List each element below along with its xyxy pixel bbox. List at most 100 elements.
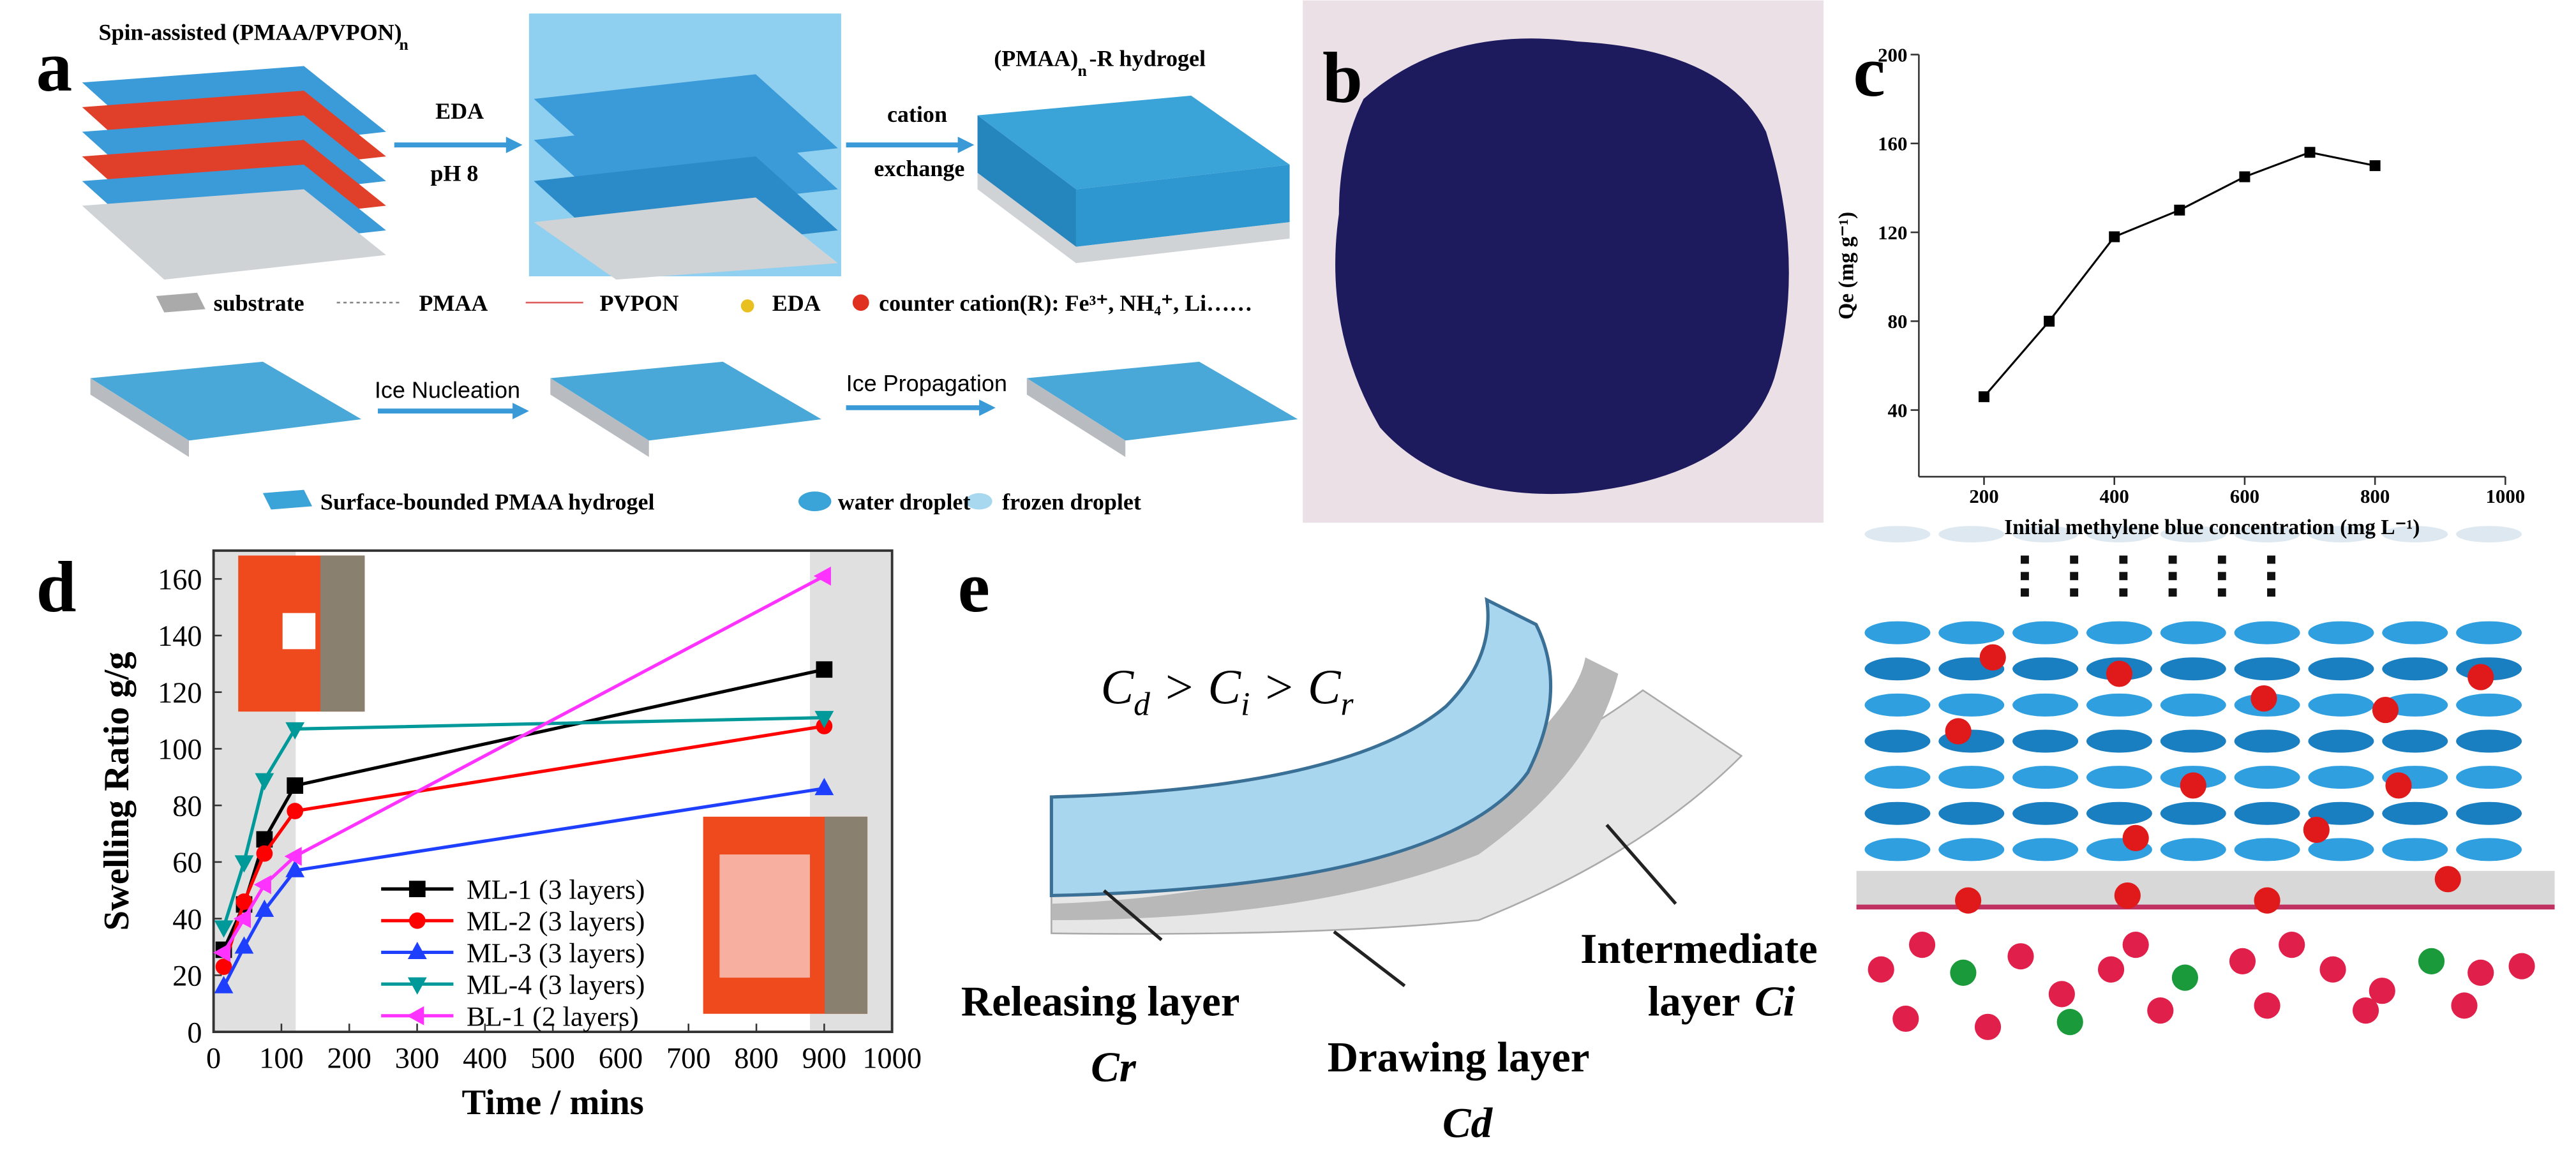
slab: [1026, 361, 1298, 441]
dot: [2168, 555, 2177, 564]
legend-marker: [407, 941, 427, 960]
molecule: [2308, 621, 2374, 644]
y-tick-label: 200: [1878, 43, 1907, 66]
step-label: exchange: [874, 156, 964, 181]
dot: [2168, 588, 2177, 597]
molecule: [2012, 621, 2079, 644]
substrate: [82, 189, 386, 280]
molecule: [2086, 526, 2152, 543]
y-axis-title: Swelling Ratio g/g: [97, 652, 137, 930]
ion: [2508, 953, 2535, 980]
molecule: [2234, 657, 2300, 681]
dot: [2168, 572, 2177, 581]
panel-a-graphics: [82, 13, 1298, 512]
molecule: [2382, 838, 2448, 861]
ion: [1892, 1005, 1919, 1032]
step-label: EDA: [435, 98, 484, 124]
molecule: [2086, 621, 2152, 644]
molecule: [2160, 801, 2226, 825]
x-tick-label: 1000: [2485, 485, 2525, 507]
x-tick-label: 100: [259, 1043, 304, 1075]
layer-label: Drawing layer: [1328, 1034, 1590, 1081]
ion: [2254, 992, 2280, 1019]
x-tick-label: 0: [206, 1043, 221, 1075]
legend-text: frozen droplet: [1002, 489, 1141, 515]
arrowhead: [979, 399, 996, 416]
dot: [2267, 555, 2275, 564]
substrate: [550, 378, 649, 458]
y-tick-label: 80: [1888, 310, 1908, 332]
x-tick-label: 600: [2230, 485, 2259, 507]
layer-symbol: Cd: [1442, 1099, 1494, 1147]
ion: [2279, 932, 2305, 958]
molecule: [1938, 838, 2005, 861]
ion: [1908, 932, 1936, 958]
panel-label: e: [958, 547, 990, 627]
y-tick-label: 120: [158, 677, 202, 710]
marker: [287, 803, 304, 819]
molecule: [2234, 526, 2300, 543]
molecular-diagram: [1856, 526, 2555, 1040]
molecule: [2160, 526, 2226, 543]
dot: [2267, 572, 2275, 581]
ion: [2467, 959, 2494, 986]
slab: [1075, 164, 1290, 247]
marker: [215, 958, 232, 975]
y-tick-label: 160: [158, 563, 202, 596]
y-tick-label: 140: [158, 620, 202, 653]
marker: [816, 661, 833, 678]
marker: [2109, 231, 2120, 242]
molecule: [2456, 766, 2522, 789]
y-tick-label: 160: [1878, 133, 1907, 155]
arrowhead: [513, 403, 529, 419]
molecule: [2456, 838, 2522, 861]
dot: [2217, 555, 2226, 564]
y-tick-label: 40: [1888, 399, 1908, 421]
x-axis-title: Time / mins: [462, 1083, 644, 1122]
dot: [2070, 555, 2079, 564]
step-label: cation: [887, 101, 947, 127]
ion: [2352, 997, 2379, 1024]
dot: [2119, 588, 2128, 597]
x-tick-label: 800: [734, 1043, 778, 1075]
formula-part: r: [1341, 686, 1354, 722]
legend-label: BL-1 (2 layers): [467, 1001, 639, 1032]
layer-symbol: Cr: [1091, 1043, 1137, 1091]
water: [2180, 772, 2206, 799]
ion: [2451, 992, 2478, 1019]
legend-marker: [408, 881, 426, 897]
marker: [814, 777, 834, 796]
marker: [256, 845, 273, 862]
x-tick-label: 900: [802, 1043, 847, 1075]
molecule: [2086, 693, 2152, 717]
molecule: [1938, 801, 2005, 825]
marker: [213, 942, 231, 962]
molecule: [1938, 621, 2005, 644]
substrate: [977, 172, 1290, 264]
ion: [1868, 956, 1894, 983]
molecule: [2308, 657, 2374, 681]
marker: [214, 920, 234, 938]
molecule: [2012, 657, 2079, 681]
inset-sample: [719, 854, 810, 978]
x-tick-label: 400: [2100, 485, 2129, 507]
substrate: [1026, 378, 1126, 458]
step-title: (PMAA): [994, 46, 1078, 71]
marker: [233, 909, 251, 928]
molecule: [2456, 526, 2522, 543]
ion: [1950, 959, 1977, 986]
legend-label: ML-1 (3 layers): [467, 875, 645, 905]
y-tick-label: 40: [172, 904, 202, 936]
molecule: [2308, 526, 2374, 543]
ion: [2097, 956, 2125, 983]
legend-text: substrate: [214, 290, 304, 316]
molecule: [2086, 766, 2152, 789]
legend-icon: [262, 489, 313, 510]
molecule: [2382, 729, 2448, 753]
panel-e-text: e Cd > Ci > Cr Releasing layer Cr Drawin…: [958, 547, 1818, 1147]
step-title: -R hydrogel: [1090, 46, 1206, 71]
legend-icon: [966, 493, 992, 510]
dot: [2119, 572, 2128, 581]
legend-icon: [156, 292, 206, 313]
